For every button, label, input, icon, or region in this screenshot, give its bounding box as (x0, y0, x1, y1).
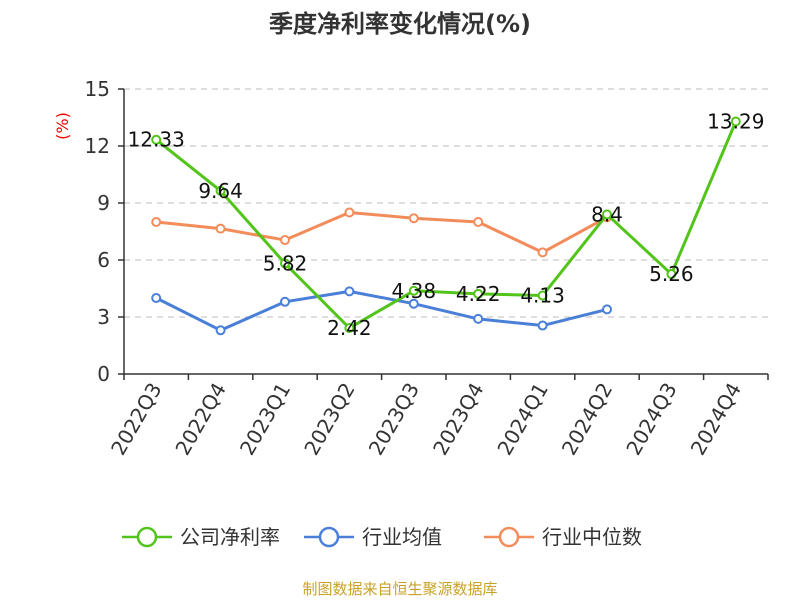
source-note: 制图数据来自恒生聚源数据库 (302, 580, 497, 598)
data-point (408, 213, 419, 224)
x-tick-label: 2023Q2 (299, 379, 359, 460)
data-point (473, 313, 484, 324)
x-tick-label: 2023Q1 (235, 379, 295, 460)
data-label: 4.22 (456, 282, 501, 306)
data-label: 13.29 (707, 109, 764, 133)
x-tick-label: 2023Q3 (364, 379, 424, 460)
data-point (215, 223, 226, 234)
y-axis-label: (%) (53, 112, 72, 140)
data-point (280, 296, 290, 307)
x-tick-label: 2022Q4 (170, 379, 230, 460)
data-point (602, 209, 612, 220)
x-tick-label: 2024Q1 (492, 379, 552, 460)
data-point (537, 320, 548, 331)
legend-item[interactable]: 行业中位数 (484, 525, 642, 549)
y-tick-label: 6 (97, 248, 110, 272)
data-point (151, 134, 162, 145)
data-point (602, 304, 612, 315)
legend-marker (498, 526, 520, 548)
x-tick-label: 2023Q4 (428, 379, 488, 460)
data-label: 9.64 (198, 179, 243, 203)
y-tick-label: 3 (97, 305, 110, 329)
data-label: 2.42 (327, 316, 372, 340)
data-label: 5.82 (263, 251, 308, 275)
legend-label: 行业均值 (362, 525, 442, 549)
series-line (155, 120, 738, 330)
legend-label: 公司净利率 (180, 525, 280, 549)
data-label: 4.13 (520, 284, 565, 308)
data-point (473, 288, 484, 299)
data-point (408, 285, 419, 296)
x-tick-label: 2022Q3 (106, 379, 166, 460)
data-point (730, 116, 741, 127)
series-line (155, 289, 608, 332)
data-point (666, 269, 677, 280)
data-point (215, 325, 226, 336)
y-tick-label: 0 (97, 362, 110, 386)
y-tick-label: 9 (97, 191, 110, 215)
data-point (151, 293, 162, 303)
legend: 公司净利率 行业均值 行业中位数 (122, 525, 642, 549)
data-labels: 12.33 9.64 5.82 2.42 4.38 4.22 4.13 8.4 5.26 13.2… (128, 109, 765, 340)
data-label: 5.26 (649, 262, 694, 286)
series (151, 116, 741, 336)
data-point (215, 185, 226, 196)
data-label: 12.33 (128, 128, 185, 152)
x-tick-label: 2024Q3 (621, 379, 681, 460)
data-point (280, 258, 290, 269)
data-label: 8.4 (591, 202, 623, 226)
legend-item[interactable]: 公司净利率 (122, 525, 280, 549)
x-tick-label: 2024Q2 (557, 379, 617, 460)
data-point (473, 217, 484, 227)
data-label: 4.38 (392, 279, 437, 303)
y-tick-label: 12 (85, 134, 110, 158)
data-point (344, 323, 355, 334)
legend-label: 行业中位数 (542, 525, 642, 549)
x-tick-label: 2024Q4 (686, 379, 746, 460)
data-point (344, 286, 355, 297)
data-point (344, 207, 355, 218)
y-tick-label: 15 (85, 77, 110, 101)
series-line (156, 211, 608, 254)
data-point (537, 290, 548, 301)
data-point (537, 247, 548, 258)
data-point (280, 235, 290, 246)
legend-marker (318, 526, 340, 548)
grid-lines (124, 88, 768, 318)
data-point (151, 217, 162, 227)
legend-item[interactable]: 行业均值 (304, 525, 442, 549)
legend-marker (136, 526, 158, 548)
chart-title: 季度净利率变化情况(%) (269, 10, 531, 38)
data-point (408, 298, 419, 309)
